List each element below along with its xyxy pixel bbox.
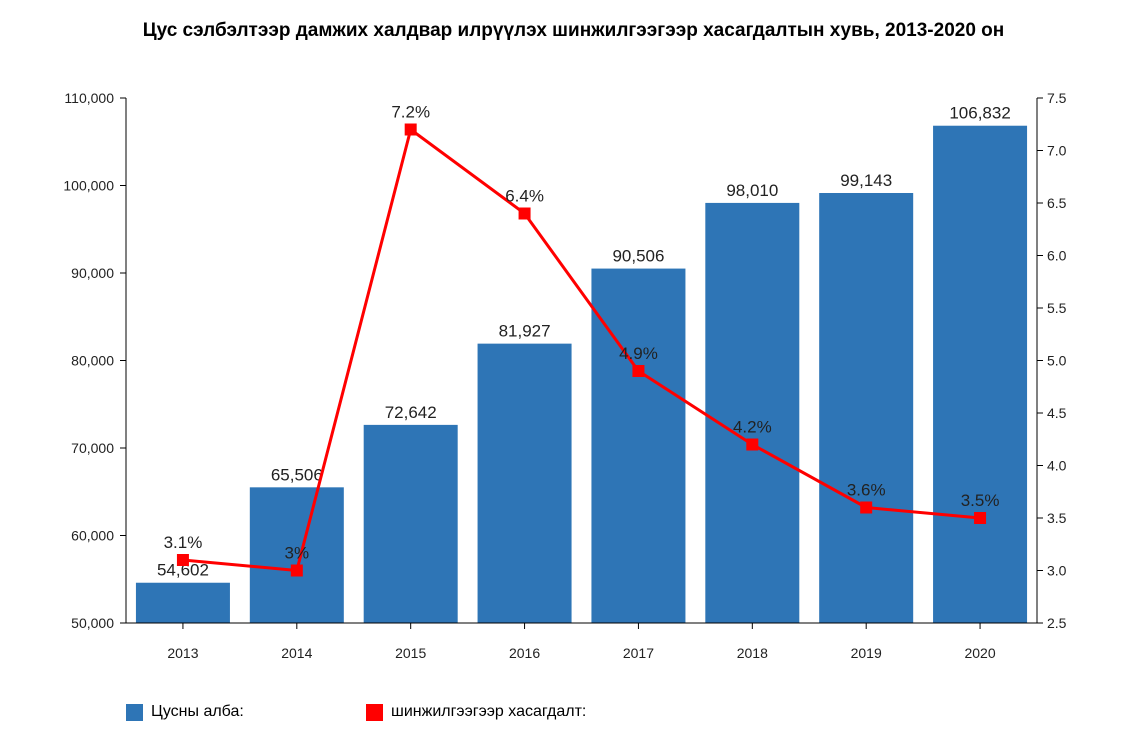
y-right-tick-label: 4.0: [1047, 458, 1067, 474]
line-marker-2018[interactable]: [746, 438, 759, 451]
x-tick-label: 2016: [509, 645, 540, 661]
bar-value-label: 106,832: [949, 104, 1010, 123]
y-right-tick-label: 2.5: [1047, 615, 1067, 631]
y-left-tick-label: 100,000: [63, 178, 114, 194]
legend-item-line[interactable]: шинжилгээгээр хасагдалт:: [366, 702, 586, 722]
bar-value-label: 99,143: [840, 171, 892, 190]
y-right-tick-label: 4.5: [1047, 405, 1067, 421]
y-left-tick-label: 80,000: [71, 353, 114, 369]
line-marker-2016[interactable]: [518, 207, 531, 220]
legend-swatch-bars: [126, 703, 143, 721]
line-marker-2020[interactable]: [974, 512, 987, 524]
line-marker-2015[interactable]: [404, 123, 417, 136]
line-marker-2017[interactable]: [632, 365, 645, 377]
line-value-label: 3.5%: [961, 491, 1000, 510]
bar-value-label: 98,010: [726, 181, 778, 200]
bar-2016[interactable]: [477, 343, 572, 623]
line-value-label: 3.1%: [164, 533, 203, 552]
x-tick-label: 2019: [851, 645, 882, 661]
bar-value-label: 72,642: [385, 403, 437, 422]
line-value-label: 3.6%: [847, 481, 886, 500]
bar-value-label: 90,506: [612, 247, 664, 266]
bar-2019[interactable]: [819, 192, 914, 623]
y-right-tick-label: 3.0: [1047, 563, 1067, 579]
bar-2014[interactable]: [249, 487, 344, 623]
line-value-label: 3%: [285, 544, 310, 563]
x-tick-label: 2018: [737, 645, 768, 661]
line-marker-2014[interactable]: [290, 564, 303, 577]
y-right-tick-label: 3.5: [1047, 510, 1067, 526]
bar-2013[interactable]: [135, 582, 230, 623]
y-right-tick-label: 7.0: [1047, 143, 1067, 159]
x-tick-label: 2013: [167, 645, 198, 661]
y-left-tick-label: 60,000: [71, 528, 114, 544]
y-left-tick-label: 50,000: [71, 615, 114, 631]
x-tick-label: 2014: [281, 645, 312, 661]
y-right-tick-label: 5.0: [1047, 353, 1067, 369]
y-right-tick-label: 5.5: [1047, 300, 1067, 316]
line-value-label: 4.9%: [619, 344, 658, 363]
line-value-label: 4.2%: [733, 418, 772, 437]
legend-label-bars: Цусны алба:: [151, 703, 244, 720]
x-tick-label: 2015: [395, 645, 426, 661]
legend-item-bars[interactable]: Цусны алба:: [126, 702, 244, 722]
bar-value-label: 54,602: [157, 561, 209, 580]
line-value-label: 6.4%: [505, 187, 544, 206]
bar-2017[interactable]: [591, 268, 686, 623]
line-series-path: [182, 128, 981, 572]
x-tick-label: 2020: [964, 645, 995, 661]
chart-title: Цус сэлбэлтээр дамжих халдвар илрүүлэх ш…: [142, 20, 1005, 41]
line-marker-2013[interactable]: [176, 554, 189, 566]
x-tick-label: 2017: [623, 645, 654, 661]
y-left-tick-label: 70,000: [71, 440, 114, 456]
y-left-tick-label: 90,000: [71, 265, 114, 281]
line-marker-2019[interactable]: [860, 501, 873, 514]
bar-2018[interactable]: [705, 202, 800, 623]
y-right-tick-label: 6.5: [1047, 195, 1067, 211]
line-value-label: 7.2%: [391, 103, 430, 122]
bar-2015[interactable]: [363, 424, 458, 623]
legend-label-line: шинжилгээгээр хасагдалт:: [391, 703, 587, 720]
bar-value-label: 81,927: [499, 322, 551, 341]
y-right-tick-label: 7.5: [1047, 90, 1067, 106]
bar-value-label: 65,506: [271, 465, 323, 484]
y-left-tick-label: 110,000: [64, 90, 114, 106]
y-right-tick-label: 6.0: [1047, 248, 1067, 264]
bar-2020[interactable]: [933, 125, 1028, 623]
legend-swatch-line: [366, 703, 383, 721]
